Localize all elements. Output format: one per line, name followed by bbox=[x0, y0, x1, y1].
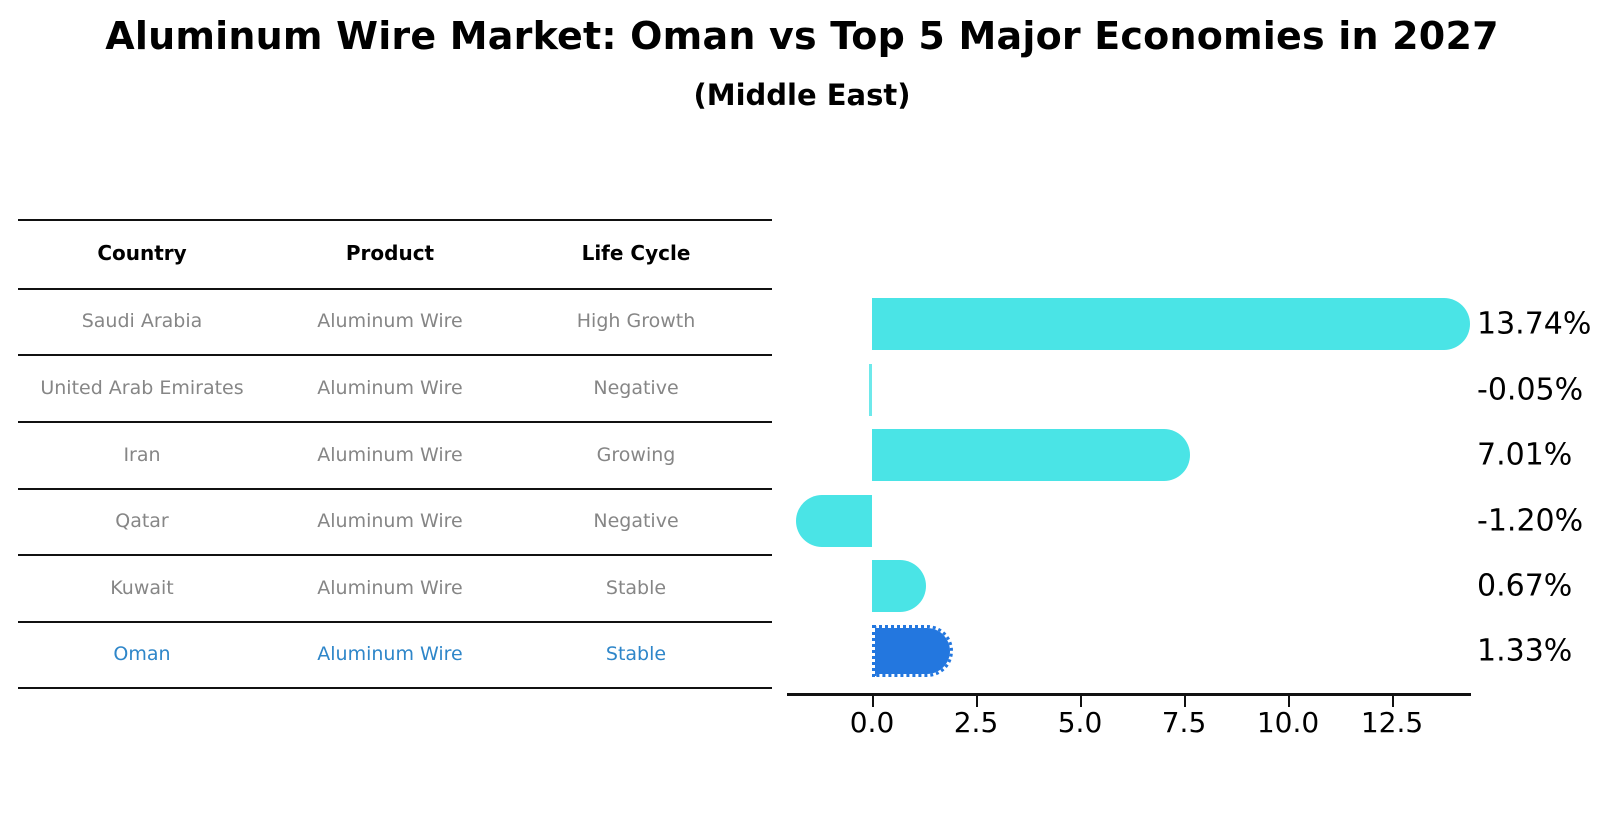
x-axis-tick-label: 0.0 bbox=[849, 706, 895, 739]
bar-qatar bbox=[796, 495, 872, 547]
table-rule bbox=[18, 354, 772, 356]
bar-saudi-arabia bbox=[872, 298, 1470, 350]
table-rule bbox=[18, 219, 772, 221]
bar-iran bbox=[872, 429, 1190, 481]
table-cell-oman-product: Aluminum Wire bbox=[317, 643, 463, 665]
table-rule bbox=[18, 488, 772, 490]
x-axis-tick-label: 10.0 bbox=[1256, 706, 1320, 739]
value-label-iran: 7.01% bbox=[1477, 437, 1573, 473]
bar-oman bbox=[872, 625, 954, 677]
table-cell-kuwait-life-cycle: Stable bbox=[605, 576, 667, 599]
value-label-qatar: -1.20% bbox=[1477, 503, 1584, 539]
x-axis-tick-label: 7.5 bbox=[1161, 706, 1207, 739]
table-rule bbox=[18, 687, 772, 689]
x-axis-tick-label: 2.5 bbox=[953, 706, 999, 739]
table-cell-iran-life-cycle: Growing bbox=[596, 443, 676, 466]
table-cell-kuwait-country: Kuwait bbox=[110, 576, 174, 599]
x-axis-tick bbox=[1392, 696, 1394, 707]
table-cell-saudi-arabia-country: Saudi Arabia bbox=[81, 310, 203, 332]
value-label-saudi-arabia: 13.74% bbox=[1477, 306, 1592, 342]
x-axis-tick bbox=[1080, 696, 1082, 707]
table-header-life-cycle: Life Cycle bbox=[581, 241, 691, 265]
table-cell-united-arab-emirates-country: United Arab Emirates bbox=[40, 376, 244, 399]
value-label-kuwait: 0.67% bbox=[1477, 568, 1573, 604]
table-cell-saudi-arabia-life-cycle: High Growth bbox=[576, 310, 696, 332]
table-cell-united-arab-emirates-life-cycle: Negative bbox=[593, 376, 679, 399]
table-rule bbox=[18, 554, 772, 556]
table-cell-oman-country: Oman bbox=[113, 643, 171, 665]
chart-subtitle: (Middle East) bbox=[693, 78, 911, 112]
table-header-product: Product bbox=[345, 241, 435, 265]
x-axis-tick bbox=[976, 696, 978, 707]
table-rule bbox=[18, 621, 772, 623]
table-header-country: Country bbox=[97, 241, 187, 265]
table-cell-iran-product: Aluminum Wire bbox=[317, 443, 463, 466]
x-axis-tick-label: 5.0 bbox=[1057, 706, 1103, 739]
x-axis-tick bbox=[1288, 696, 1290, 707]
bar-kuwait bbox=[872, 560, 926, 612]
x-axis-tick-label: 12.5 bbox=[1360, 706, 1424, 739]
table-cell-iran-country: Iran bbox=[123, 443, 161, 466]
table-rule bbox=[18, 421, 772, 423]
value-label-oman: 1.33% bbox=[1477, 633, 1573, 669]
table-cell-qatar-country: Qatar bbox=[115, 510, 169, 532]
table-rule bbox=[18, 288, 772, 290]
x-axis-tick bbox=[1184, 696, 1186, 707]
table-cell-saudi-arabia-product: Aluminum Wire bbox=[317, 310, 463, 332]
chart-title: Aluminum Wire Market: Oman vs Top 5 Majo… bbox=[105, 14, 1499, 58]
table-cell-qatar-product: Aluminum Wire bbox=[317, 510, 463, 532]
table-cell-qatar-life-cycle: Negative bbox=[593, 510, 679, 532]
x-axis-tick bbox=[872, 696, 874, 707]
table-cell-united-arab-emirates-product: Aluminum Wire bbox=[317, 376, 463, 399]
bar-united-arab-emirates bbox=[869, 364, 872, 416]
table-cell-kuwait-product: Aluminum Wire bbox=[317, 576, 463, 599]
table-cell-oman-life-cycle: Stable bbox=[605, 643, 667, 665]
x-axis-line bbox=[787, 693, 1471, 696]
value-label-united-arab-emirates: -0.05% bbox=[1477, 372, 1584, 408]
